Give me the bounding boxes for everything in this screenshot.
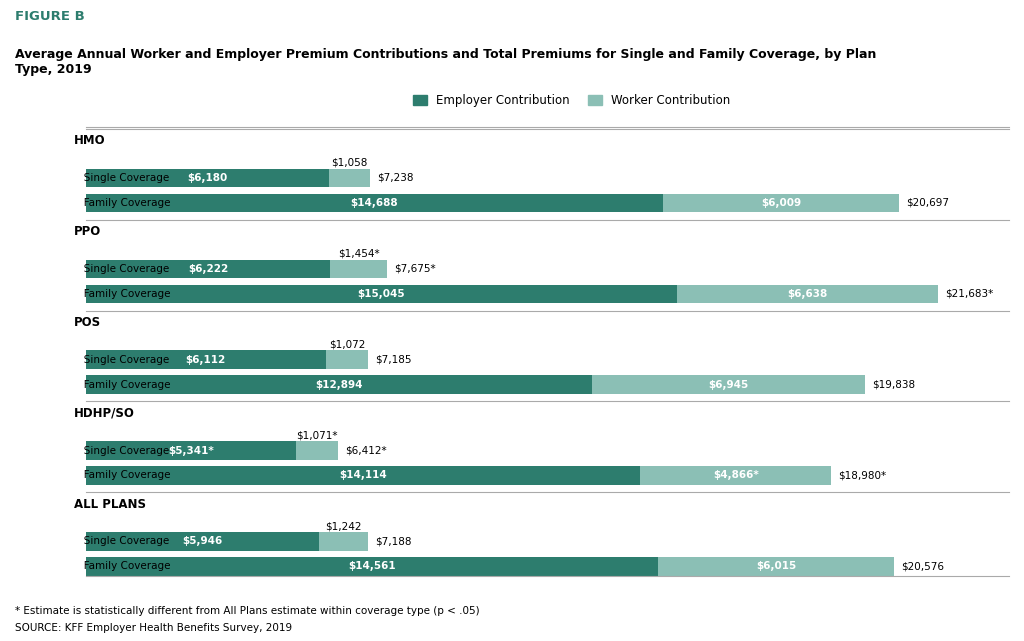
Text: $19,838: $19,838: [872, 379, 915, 390]
Text: Single Coverage: Single Coverage: [74, 354, 169, 365]
Text: $7,185: $7,185: [375, 354, 412, 365]
Text: Single Coverage: Single Coverage: [74, 173, 169, 183]
Text: Family Coverage: Family Coverage: [74, 562, 170, 571]
Text: Family Coverage: Family Coverage: [74, 470, 170, 481]
Text: $1,072: $1,072: [329, 339, 366, 349]
Text: PPO: PPO: [74, 225, 101, 238]
Bar: [640, 466, 831, 485]
Bar: [326, 351, 368, 369]
Text: $7,675*: $7,675*: [394, 264, 436, 274]
Bar: [86, 169, 329, 187]
Text: $14,114: $14,114: [339, 470, 387, 481]
Bar: [296, 441, 338, 460]
Text: Family Coverage: Family Coverage: [74, 289, 170, 299]
Text: $6,638: $6,638: [787, 289, 827, 299]
Text: Single Coverage: Single Coverage: [74, 445, 169, 456]
Text: $1,454*: $1,454*: [338, 249, 380, 258]
Text: $6,222: $6,222: [187, 264, 228, 274]
Text: $1,242: $1,242: [326, 521, 361, 531]
Text: Family Coverage: Family Coverage: [74, 379, 170, 390]
Text: $6,015: $6,015: [756, 562, 796, 571]
Text: $1,071*: $1,071*: [296, 430, 337, 440]
Bar: [329, 169, 370, 187]
Text: Single Coverage: Single Coverage: [74, 537, 169, 546]
Bar: [330, 260, 387, 278]
Text: $14,688: $14,688: [350, 198, 398, 208]
Text: $21,683*: $21,683*: [945, 289, 993, 299]
Text: FIGURE B: FIGURE B: [15, 10, 85, 22]
Text: Family Coverage: Family Coverage: [74, 198, 170, 208]
Text: ALL PLANS: ALL PLANS: [74, 498, 146, 511]
Text: * Estimate is statistically different from All Plans estimate within coverage ty: * Estimate is statistically different fr…: [15, 606, 480, 616]
Text: $4,866*: $4,866*: [713, 470, 759, 481]
Text: $7,238: $7,238: [377, 173, 414, 183]
Bar: [86, 194, 663, 212]
Bar: [592, 376, 865, 394]
Bar: [677, 285, 938, 303]
Text: $14,561: $14,561: [348, 562, 395, 571]
Text: HMO: HMO: [74, 135, 105, 147]
Bar: [86, 260, 330, 278]
Text: $1,058: $1,058: [331, 158, 368, 168]
Bar: [86, 351, 326, 369]
Text: $6,112: $6,112: [185, 354, 226, 365]
Text: SOURCE: KFF Employer Health Benefits Survey, 2019: SOURCE: KFF Employer Health Benefits Sur…: [15, 623, 293, 633]
Bar: [86, 285, 677, 303]
Text: $20,576: $20,576: [901, 562, 944, 571]
Text: Average Annual Worker and Employer Premium Contributions and Total Premiums for : Average Annual Worker and Employer Premi…: [15, 48, 877, 76]
Text: $6,412*: $6,412*: [345, 445, 386, 456]
Bar: [86, 557, 657, 576]
Bar: [86, 466, 640, 485]
Bar: [86, 441, 296, 460]
Bar: [86, 376, 592, 394]
Text: $7,188: $7,188: [375, 537, 412, 546]
Text: $15,045: $15,045: [357, 289, 406, 299]
Legend: Employer Contribution, Worker Contribution: Employer Contribution, Worker Contributi…: [413, 94, 730, 107]
Text: $6,945: $6,945: [709, 379, 749, 390]
Bar: [319, 532, 368, 551]
Text: $6,009: $6,009: [761, 198, 801, 208]
Text: $5,341*: $5,341*: [168, 445, 214, 456]
Bar: [657, 557, 894, 576]
Text: HDHP/SO: HDHP/SO: [74, 407, 135, 420]
Text: POS: POS: [74, 316, 101, 329]
Text: $20,697: $20,697: [906, 198, 949, 208]
Text: $6,180: $6,180: [187, 173, 227, 183]
Text: $5,946: $5,946: [182, 537, 222, 546]
Bar: [86, 532, 319, 551]
Bar: [663, 194, 899, 212]
Text: Single Coverage: Single Coverage: [74, 264, 169, 274]
Text: $18,980*: $18,980*: [839, 470, 887, 481]
Text: $12,894: $12,894: [315, 379, 362, 390]
